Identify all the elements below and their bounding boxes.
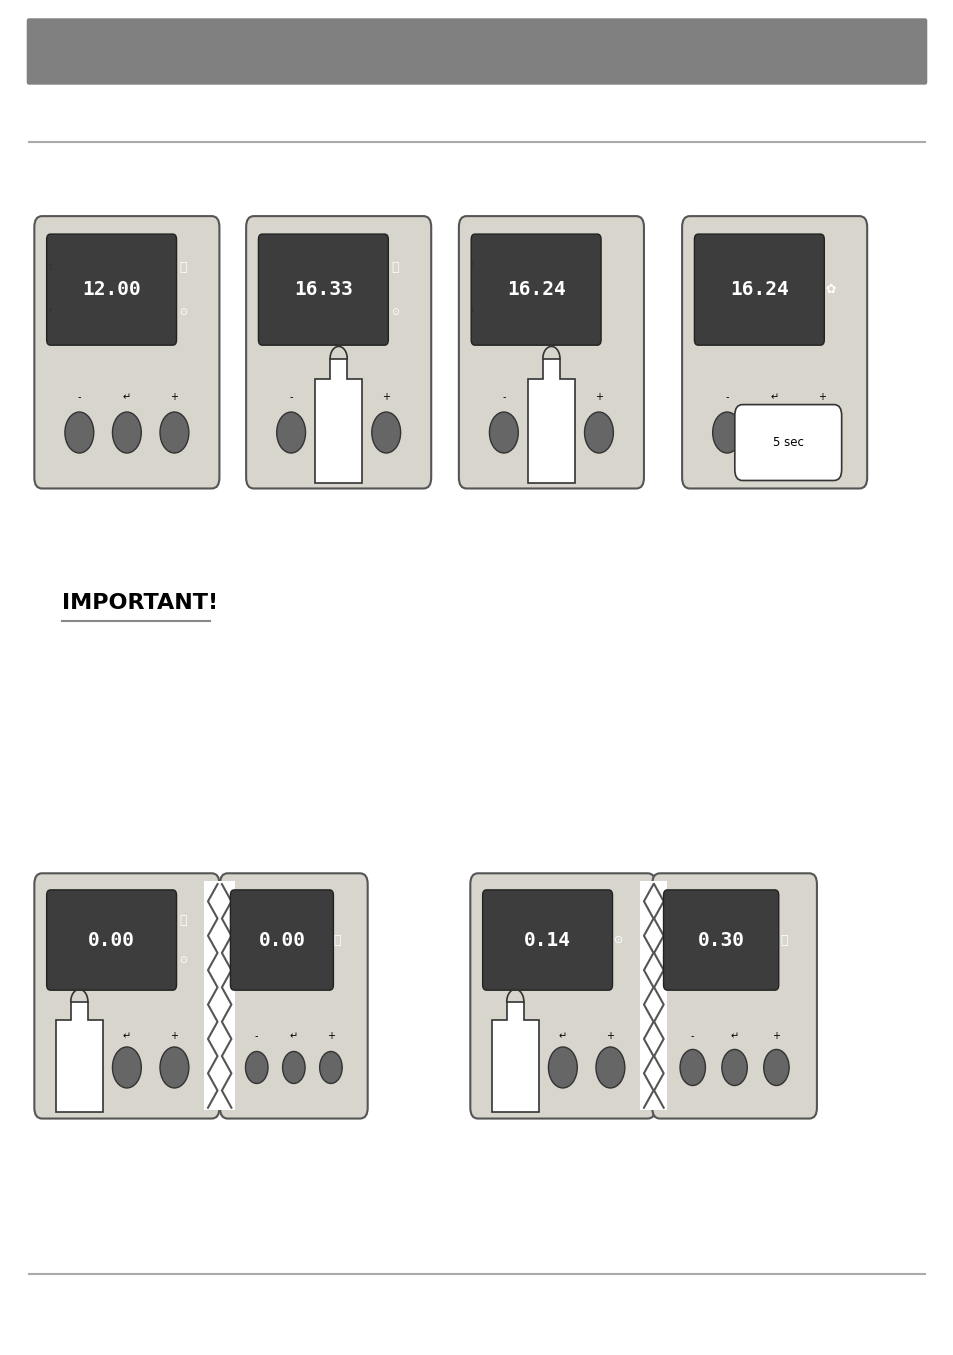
Text: +: + [171,1031,178,1041]
Text: ⊙: ⊙ [178,955,187,965]
Text: ⊙: ⊙ [390,306,398,317]
Text: 0.00: 0.00 [88,931,135,950]
Text: ⧗: ⧗ [780,934,787,947]
Text: +: + [171,393,178,402]
Circle shape [65,1047,93,1088]
Circle shape [596,1047,624,1088]
FancyBboxPatch shape [231,890,333,991]
Polygon shape [491,1001,538,1112]
FancyBboxPatch shape [258,234,388,346]
Circle shape [489,412,517,453]
Circle shape [372,412,400,453]
Bar [639,881,659,1111]
FancyBboxPatch shape [734,405,841,481]
Text: ↑: ↑ [468,260,475,270]
Text: 0.14: 0.14 [523,931,571,950]
FancyBboxPatch shape [470,874,655,1119]
Text: ↓: ↓ [468,305,475,314]
Text: ↵: ↵ [770,393,778,402]
Text: -: - [690,1031,694,1041]
Circle shape [679,1049,704,1085]
Circle shape [276,412,305,453]
FancyBboxPatch shape [482,890,612,991]
Text: -: - [724,393,728,402]
Circle shape [712,412,740,453]
Bar [204,881,223,1111]
Text: -: - [77,1031,81,1041]
Text: ⊙: ⊙ [178,306,187,317]
Circle shape [282,1051,305,1084]
FancyBboxPatch shape [694,234,823,346]
Text: 0.00: 0.00 [258,931,305,950]
Text: 5 sec: 5 sec [772,436,802,449]
Bar [216,881,235,1111]
Text: +: + [772,1031,780,1041]
Bar [648,881,667,1111]
Circle shape [160,1047,189,1088]
Text: ⧗: ⧗ [179,913,187,927]
FancyBboxPatch shape [47,234,176,346]
FancyBboxPatch shape [34,215,219,489]
Text: 0.30: 0.30 [697,931,744,950]
Text: -: - [289,393,293,402]
FancyBboxPatch shape [47,890,176,991]
FancyBboxPatch shape [458,215,643,489]
Polygon shape [527,359,575,482]
Circle shape [324,412,353,453]
Text: ↵: ↵ [547,393,555,402]
Text: +: + [595,393,602,402]
Circle shape [721,1049,746,1085]
FancyBboxPatch shape [663,890,778,991]
FancyBboxPatch shape [652,874,816,1119]
Text: +: + [606,1031,614,1041]
Text: ↵: ↵ [123,1031,131,1041]
Text: ↵: ↵ [290,1031,297,1041]
FancyBboxPatch shape [246,215,431,489]
Circle shape [245,1051,268,1084]
Text: -: - [254,1031,258,1041]
Text: ⧗: ⧗ [391,262,398,274]
FancyBboxPatch shape [27,19,926,84]
Circle shape [112,412,141,453]
Text: 12.00: 12.00 [82,280,141,299]
Text: ↵: ↵ [558,1031,566,1041]
Circle shape [65,412,93,453]
Circle shape [548,1047,577,1088]
Text: 16.24: 16.24 [506,280,565,299]
Circle shape [537,412,565,453]
Text: 16.33: 16.33 [294,280,353,299]
Text: ↑: ↑ [46,308,53,316]
Circle shape [807,412,836,453]
FancyBboxPatch shape [220,874,367,1119]
Text: ⧗: ⧗ [334,934,341,947]
Text: -: - [77,393,81,402]
Circle shape [500,1047,529,1088]
Circle shape [584,412,613,453]
Polygon shape [314,359,362,482]
Polygon shape [55,1001,103,1112]
Text: 16.24: 16.24 [729,280,788,299]
Circle shape [760,412,788,453]
FancyBboxPatch shape [471,234,600,346]
Text: +: + [382,393,390,402]
Text: -: - [501,393,505,402]
Text: ↕: ↕ [46,263,53,272]
Text: ⊙: ⊙ [614,935,623,944]
Circle shape [319,1051,342,1084]
FancyBboxPatch shape [34,874,219,1119]
Text: ↵: ↵ [123,393,131,402]
Text: IMPORTANT!: IMPORTANT! [62,593,218,612]
Text: +: + [818,393,825,402]
Text: ✿: ✿ [824,283,835,297]
Circle shape [112,1047,141,1088]
Text: ↵: ↵ [335,393,342,402]
FancyBboxPatch shape [681,215,866,489]
Text: ↵: ↵ [730,1031,738,1041]
Circle shape [763,1049,788,1085]
Circle shape [160,412,189,453]
Text: -: - [513,1031,517,1041]
Text: ⧗: ⧗ [179,262,187,274]
Text: +: + [327,1031,335,1041]
